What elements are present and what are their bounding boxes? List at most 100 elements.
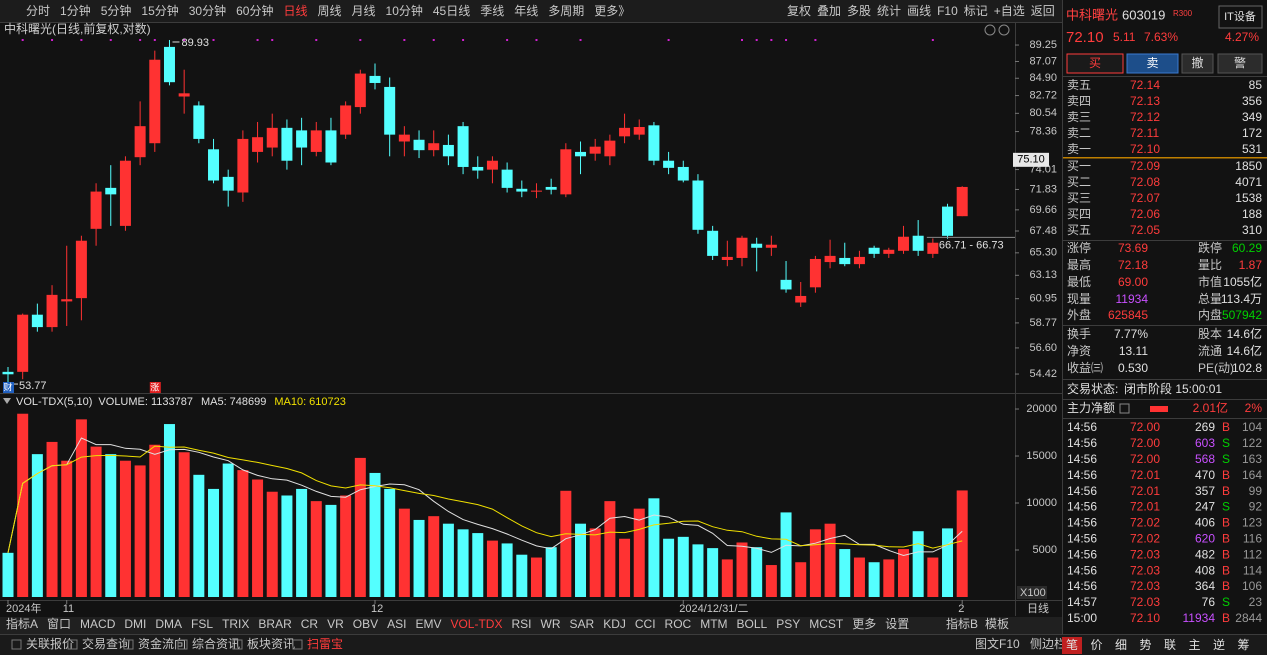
indicator-tab[interactable]: MCST [809,617,844,631]
tool-button[interactable]: 统计 [877,4,901,18]
indicator-tab[interactable]: ROC [665,617,692,631]
tick-price: 72.02 [1130,531,1160,545]
close-icon[interactable] [998,24,1010,36]
period-tab[interactable]: 更多》 [594,4,630,18]
trade-button[interactable] [1126,53,1179,74]
candle-body [472,166,484,171]
candle-body [648,125,660,161]
collapse-icon[interactable] [3,398,11,404]
candle-body [560,149,572,195]
indicator-tab[interactable]: BOLL [737,617,768,631]
tool-button[interactable]: 画线 [907,4,931,18]
tool-button[interactable]: 返回 [1031,4,1055,18]
volume-bar [281,495,293,597]
trade-button[interactable] [1181,53,1214,74]
event-dot [506,39,509,41]
book-volume: 356 [1242,94,1262,108]
side-tab[interactable]: 联 [1164,638,1176,652]
side-tab[interactable]: 逆 [1213,637,1225,652]
side-tab[interactable]: 势 [1139,638,1151,652]
side-tab[interactable]: 笔 [1066,637,1078,652]
indicator-tab[interactable]: 设置 [885,617,909,631]
volume-bar [17,413,29,597]
indicator-tab[interactable]: 指标B [946,616,978,631]
indicator-tab[interactable]: PSY [776,617,800,631]
indicator-tab[interactable]: MACD [80,617,116,631]
period-tab[interactable]: 5分钟 [101,3,132,18]
indicator-tab[interactable]: EMV [415,617,441,631]
volume-bar [237,470,249,597]
indicator-tab[interactable]: SAR [570,617,595,631]
trade-button-label[interactable]: 买 [1089,56,1101,70]
indicator-tab[interactable]: RSI [511,617,531,631]
trade-button[interactable] [1066,53,1124,74]
y-tick-label: 63.13 [1029,269,1057,281]
period-tab[interactable]: 季线 [480,4,504,18]
period-tab[interactable]: 多周期 [548,4,584,18]
period-tab[interactable]: 45日线 [433,4,470,18]
y-tick-label: 89.25 [1029,39,1057,51]
volume-bar [266,491,278,597]
tool-button[interactable]: +自选 [994,4,1025,18]
status-item[interactable]: 板块资讯 [247,637,295,651]
book-level: 买五 [1067,223,1091,237]
trade-button-label[interactable]: 撤 [1191,55,1203,70]
indicator-tab[interactable]: OBV [353,617,378,631]
period-tab[interactable]: 10分钟 [386,3,423,18]
tool-button[interactable]: F10 [937,4,958,18]
tool-button[interactable]: 复权 [787,4,811,18]
settings-icon[interactable] [984,24,996,36]
tick-volume: 482 [1195,547,1215,561]
period-tab[interactable]: 60分钟 [236,3,273,18]
book-level: 卖五 [1067,78,1091,92]
period-tab[interactable]: 年线 [514,4,538,18]
indicator-tab[interactable]: FSL [191,617,213,631]
indicator-tab[interactable]: CR [301,617,319,631]
indicator-tab[interactable]: KDJ [603,617,626,631]
trade-button-label[interactable]: 卖 [1146,56,1158,70]
indicator-tab[interactable]: ASI [387,617,406,631]
status-item[interactable]: 侧边栏 [1030,636,1066,651]
indicator-tab[interactable]: CCI [635,617,656,631]
indicator-tab[interactable]: 窗口 [47,617,71,631]
period-tab[interactable]: 30分钟 [189,3,226,18]
status-item[interactable]: 扫雷宝 [307,637,343,651]
status-item[interactable]: 综合资讯 [192,636,240,651]
period-tab[interactable]: 15分钟 [141,3,178,18]
candle-body [692,180,704,230]
indicator-tab[interactable]: 更多 [852,617,876,631]
indicator-tab[interactable]: DMI [124,617,146,631]
tool-button[interactable]: 多股 [847,4,871,18]
sector[interactable]: IT设备 [1224,9,1256,23]
trade-button-label[interactable]: 警 [1234,55,1246,70]
indicator-tab[interactable]: MTM [700,617,727,631]
period-tab[interactable]: 1分钟 [60,3,91,18]
status-item[interactable]: 关联报价 [26,636,74,651]
indicator-tab[interactable]: WR [541,617,561,631]
candle-body [442,144,454,157]
status-item[interactable]: 资金流向 [138,636,186,651]
period-tab[interactable]: 月线 [352,4,376,18]
tool-button[interactable]: 标记 [964,4,988,18]
indicator-tab[interactable]: 指标A [6,616,38,631]
flow-bar [1150,406,1168,412]
indicator-tab[interactable]: VOL-TDX [450,617,502,631]
status-item[interactable]: 图文F10 [975,636,1020,651]
tool-button[interactable]: 叠加 [817,4,841,18]
period-tab[interactable]: 周线 [317,4,341,18]
indicator-tab[interactable]: BRAR [258,617,292,631]
indicator-tab[interactable]: TRIX [222,617,249,631]
side-tab[interactable]: 价 [1090,638,1102,652]
indicator-tab[interactable]: DMA [155,617,182,631]
side-tab[interactable]: 筹 [1237,638,1249,652]
side-tab[interactable]: 细 [1115,638,1127,652]
trade-button[interactable] [1217,53,1263,74]
indicator-tab[interactable]: 模板 [985,617,1009,631]
side-tab[interactable]: 主 [1188,638,1200,652]
period-tab[interactable]: 分时 [26,4,50,18]
indicator-tab[interactable]: VR [327,617,344,631]
period-tab[interactable]: 日线 [283,4,307,18]
status-item[interactable]: 交易查询 [82,636,130,651]
tick-price: 72.10 [1130,611,1160,625]
